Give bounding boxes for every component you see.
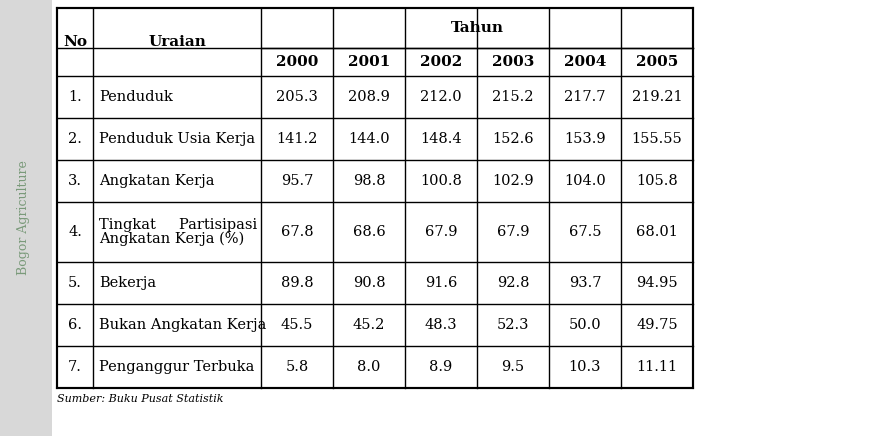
Text: 98.8: 98.8 — [353, 174, 385, 188]
Bar — [0, 0, 52, 436]
Text: Angkatan Kerja: Angkatan Kerja — [99, 174, 215, 188]
Text: 2003: 2003 — [492, 55, 534, 69]
Text: 2.: 2. — [68, 132, 82, 146]
Text: 3.: 3. — [68, 174, 82, 188]
Text: 9.5: 9.5 — [502, 360, 524, 374]
Text: 67.5: 67.5 — [568, 225, 601, 239]
Text: 152.6: 152.6 — [492, 132, 534, 146]
Text: 8.9: 8.9 — [429, 360, 452, 374]
Text: 45.2: 45.2 — [353, 318, 385, 332]
Text: 93.7: 93.7 — [568, 276, 601, 290]
Text: Bukan Angkatan Kerja: Bukan Angkatan Kerja — [99, 318, 267, 332]
Text: 208.9: 208.9 — [348, 90, 390, 104]
Text: 144.0: 144.0 — [348, 132, 390, 146]
Text: 2000: 2000 — [275, 55, 319, 69]
Text: Penduduk Usia Kerja: Penduduk Usia Kerja — [99, 132, 255, 146]
Text: 219.21: 219.21 — [632, 90, 682, 104]
Text: No: No — [63, 35, 87, 49]
Text: 68.6: 68.6 — [353, 225, 385, 239]
Text: 8.0: 8.0 — [357, 360, 381, 374]
Text: 212.0: 212.0 — [420, 90, 462, 104]
Text: Sumber: Buku Pusat Statistik: Sumber: Buku Pusat Statistik — [57, 394, 224, 404]
Text: 1.: 1. — [68, 90, 82, 104]
Text: Penduduk: Penduduk — [99, 90, 172, 104]
Text: 6.: 6. — [68, 318, 82, 332]
Text: 5.8: 5.8 — [285, 360, 309, 374]
Text: Bogor Agriculture: Bogor Agriculture — [17, 160, 30, 276]
Text: 92.8: 92.8 — [496, 276, 529, 290]
Text: 67.9: 67.9 — [496, 225, 529, 239]
Text: Penganggur Terbuka: Penganggur Terbuka — [99, 360, 254, 374]
Text: 2005: 2005 — [636, 55, 678, 69]
Bar — [57, 8, 693, 388]
Text: 94.95: 94.95 — [636, 276, 678, 290]
Text: 215.2: 215.2 — [492, 90, 534, 104]
Text: 90.8: 90.8 — [353, 276, 385, 290]
Text: 49.75: 49.75 — [636, 318, 678, 332]
Text: 7.: 7. — [68, 360, 82, 374]
Text: Uraian: Uraian — [148, 35, 206, 49]
Text: 155.55: 155.55 — [632, 132, 682, 146]
Text: 100.8: 100.8 — [420, 174, 462, 188]
Text: 153.9: 153.9 — [564, 132, 605, 146]
Text: 4.: 4. — [68, 225, 82, 239]
Text: 102.9: 102.9 — [492, 174, 534, 188]
Text: 5.: 5. — [68, 276, 82, 290]
Text: 50.0: 50.0 — [568, 318, 601, 332]
Text: 48.3: 48.3 — [425, 318, 458, 332]
Text: 141.2: 141.2 — [276, 132, 318, 146]
Text: 104.0: 104.0 — [564, 174, 605, 188]
Text: Angkatan Kerja (%): Angkatan Kerja (%) — [99, 232, 245, 246]
Text: 52.3: 52.3 — [496, 318, 529, 332]
Text: 67.9: 67.9 — [425, 225, 458, 239]
Text: 205.3: 205.3 — [276, 90, 318, 104]
Text: 105.8: 105.8 — [636, 174, 678, 188]
Text: 67.8: 67.8 — [281, 225, 313, 239]
Text: 2001: 2001 — [348, 55, 390, 69]
Text: 95.7: 95.7 — [281, 174, 313, 188]
Text: Tingkat     Partisipasi: Tingkat Partisipasi — [99, 218, 257, 232]
Text: 148.4: 148.4 — [420, 132, 462, 146]
Text: 68.01: 68.01 — [636, 225, 678, 239]
Text: 91.6: 91.6 — [425, 276, 458, 290]
Text: 217.7: 217.7 — [564, 90, 605, 104]
Text: 2004: 2004 — [564, 55, 606, 69]
Text: 2002: 2002 — [420, 55, 462, 69]
Text: 45.5: 45.5 — [281, 318, 313, 332]
Text: 10.3: 10.3 — [568, 360, 601, 374]
Text: 11.11: 11.11 — [636, 360, 678, 374]
Text: Bekerja: Bekerja — [99, 276, 156, 290]
Text: 89.8: 89.8 — [281, 276, 313, 290]
Text: Tahun: Tahun — [451, 21, 503, 35]
